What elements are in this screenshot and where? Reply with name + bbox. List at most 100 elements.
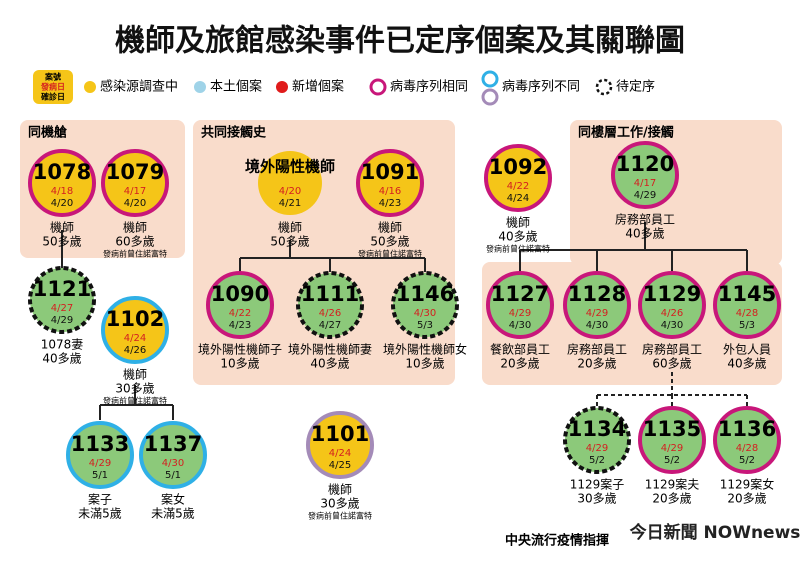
case-id: 1111 — [301, 282, 359, 306]
case-node — [356, 149, 424, 217]
case-node — [563, 271, 631, 339]
confirm-date: 4/30 — [586, 320, 608, 331]
case-id: 1090 — [211, 282, 269, 306]
connector — [239, 240, 426, 272]
legend-label: 感染源調查中 — [100, 79, 178, 95]
case-id: 1129 — [643, 282, 701, 306]
case-node — [139, 421, 207, 489]
legend-swatch — [276, 81, 288, 93]
case-label: 20多歲 — [500, 357, 539, 371]
onset-date: 4/28 — [736, 443, 758, 454]
case-id: 1091 — [361, 160, 419, 184]
case-id: 1128 — [568, 282, 626, 306]
legend-swatch — [84, 81, 96, 93]
case-label: 發病前曾住諾富特 — [103, 396, 167, 406]
confirm-date: 4/29 — [51, 315, 73, 326]
confirm-date: 5/2 — [589, 455, 605, 466]
onset-date: 4/30 — [414, 308, 436, 319]
case-label: 境外陽性機師子 — [198, 342, 282, 357]
legend-key-text: 確診日 — [41, 92, 65, 102]
case-label: 50多歲 — [42, 235, 81, 249]
legend-label: 本土個案 — [210, 80, 262, 95]
group-label: 共同接觸史 — [201, 125, 267, 141]
case-label: 30多歲 — [115, 382, 154, 396]
onset-date: 4/29 — [586, 308, 608, 319]
case-node — [101, 149, 169, 217]
confirm-date: 5/2 — [664, 455, 680, 466]
case-node — [638, 271, 706, 339]
case-id: 1137 — [144, 432, 202, 456]
case-label: 20多歲 — [577, 357, 616, 371]
case-id: 1127 — [491, 282, 549, 306]
confirm-date: 4/30 — [509, 320, 531, 331]
case-node — [206, 271, 274, 339]
onset-date: 4/20 — [279, 186, 301, 197]
case-label: 20多歲 — [652, 492, 691, 506]
onset-date: 4/17 — [124, 186, 146, 197]
case-node — [66, 421, 134, 489]
case-node — [486, 271, 554, 339]
case-node — [258, 151, 322, 215]
confirm-date: 4/27 — [319, 320, 341, 331]
confirm-date: 4/29 — [634, 190, 656, 201]
confirm-date: 4/20 — [124, 198, 146, 209]
confirm-date: 5/1 — [165, 470, 181, 481]
connectors — [61, 222, 748, 420]
case-label: 發病前曾住諾富特 — [308, 511, 372, 521]
case-label: 境外陽性機師妻 — [288, 342, 372, 357]
case-label: 發病前曾住諾富特 — [358, 249, 422, 259]
case-label: 機師 — [123, 220, 147, 235]
case-node — [713, 271, 781, 339]
case-id: 1101 — [311, 422, 369, 446]
legend-key-text: 案號 — [44, 72, 61, 82]
case-label: 10多歲 — [405, 357, 444, 371]
case-label: 60多歲 — [115, 235, 154, 249]
confirm-date: 4/20 — [51, 198, 73, 209]
onset-date: 4/22 — [229, 308, 251, 319]
legend-key — [33, 70, 73, 104]
case-label: 案女 — [161, 492, 185, 507]
case-label: 機師 — [328, 482, 352, 497]
case-id: 1078 — [33, 160, 91, 184]
case-label: 未滿5歲 — [78, 507, 122, 521]
confirm-date: 4/25 — [329, 460, 351, 471]
case-label: 房務部員工 — [642, 342, 702, 357]
confirm-date: 4/23 — [379, 198, 401, 209]
case-label: 40多歲 — [42, 352, 81, 366]
case-label: 50多歲 — [270, 235, 309, 249]
onset-date: 4/29 — [661, 443, 683, 454]
case-label: 1129案女 — [720, 477, 775, 492]
case-label: 機師 — [506, 215, 530, 230]
case-node — [563, 406, 631, 474]
confirm-date: 5/1 — [92, 470, 108, 481]
onset-date: 4/29 — [586, 443, 608, 454]
onset-date: 4/30 — [162, 458, 184, 469]
case-label: 50多歲 — [370, 235, 409, 249]
case-id: 1136 — [718, 417, 776, 441]
onset-date: 4/16 — [379, 186, 401, 197]
case-label: 1078妻 — [41, 338, 84, 352]
case-label: 房務部員工 — [567, 342, 627, 357]
case-label: 未滿5歲 — [151, 507, 195, 521]
case-id: 1133 — [71, 432, 129, 456]
case-label: 40多歲 — [727, 357, 766, 371]
confirm-date: 5/3 — [739, 320, 755, 331]
onset-date: 4/26 — [319, 308, 341, 319]
onset-date: 4/18 — [51, 186, 73, 197]
watermark-bg — [640, 508, 790, 558]
case-node — [713, 406, 781, 474]
case-node — [28, 149, 96, 217]
case-label: 案子 — [88, 492, 112, 507]
onset-date: 4/17 — [634, 178, 656, 189]
confirm-date: 4/23 — [229, 320, 251, 331]
case-label: 40多歲 — [310, 357, 349, 371]
panel — [570, 120, 782, 265]
legend-key-text: 發病日 — [40, 82, 65, 92]
case-label: 餐飲部員工 — [490, 342, 550, 357]
legend-swatch — [369, 78, 387, 96]
case-label: 30多歲 — [320, 497, 359, 511]
case-node — [611, 141, 679, 209]
case-label: 機師 — [123, 367, 147, 382]
case-node — [101, 296, 169, 364]
